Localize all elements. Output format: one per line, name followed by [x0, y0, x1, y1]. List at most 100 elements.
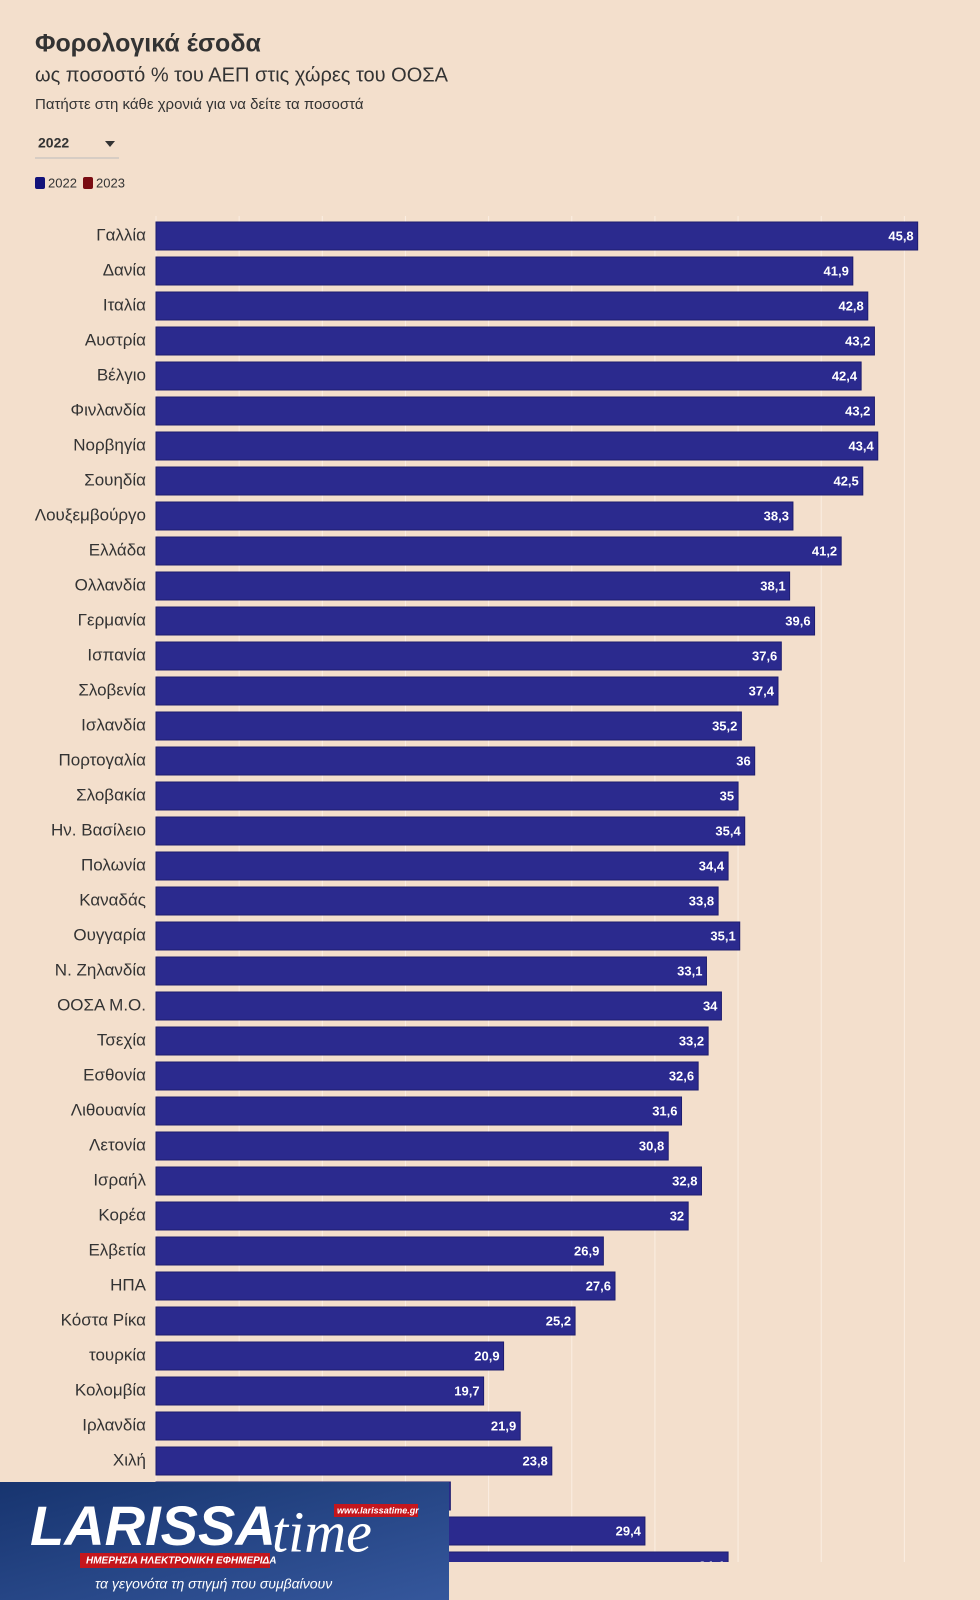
- category-label: Καναδάς: [79, 890, 146, 909]
- category-label: Γαλλία: [96, 225, 146, 244]
- category-label: Ουγγαρία: [73, 925, 146, 944]
- value-label: 32,8: [672, 1173, 697, 1188]
- category-label: Εσθονία: [83, 1065, 146, 1084]
- value-label: 33,2: [679, 1033, 704, 1048]
- category-label: Κολομβία: [75, 1380, 146, 1399]
- value-label: 39,6: [785, 613, 810, 628]
- bar: [155, 676, 779, 706]
- category-label: ΗΠΑ: [110, 1275, 147, 1294]
- value-label: 31,6: [652, 1103, 677, 1118]
- value-label: 42,8: [838, 298, 863, 313]
- bar: [155, 501, 794, 531]
- value-label: 19,7: [454, 1383, 479, 1398]
- value-label: 35,2: [712, 718, 737, 733]
- bar: [155, 1061, 699, 1091]
- bar: [155, 1131, 669, 1161]
- value-label: 27,6: [586, 1278, 611, 1293]
- value-label: 35,4: [715, 823, 741, 838]
- logo-tagline: ΗΜΕΡΗΣΙΑ ΗΛΕΚΤΡΟΝΙΚΗ ΕΦΗΜΕΡΙΔΑ: [86, 1556, 276, 1567]
- category-label: Δανία: [103, 260, 146, 279]
- value-label: 34,4: [699, 858, 725, 873]
- dropdown-value[interactable]: 2022: [38, 135, 69, 151]
- category-label: Χιλή: [113, 1450, 146, 1469]
- bar: [155, 1341, 505, 1371]
- bar: [155, 711, 742, 741]
- bar: [155, 1271, 616, 1301]
- instruction: Πατήστε στη κάθε χρονιά για να δείτε τα …: [35, 96, 364, 113]
- logo: LARISSA time www.larissatime.gr ΗΜΕΡΗΣΙΑ…: [0, 1482, 449, 1600]
- category-label: Αυστρία: [85, 330, 146, 349]
- bar: [155, 256, 854, 286]
- value-label: 36: [736, 753, 750, 768]
- value-label: 25,2: [546, 1313, 571, 1328]
- value-label: 33,1: [677, 963, 702, 978]
- value-label: 32,6: [669, 1068, 694, 1083]
- value-label: 43,2: [845, 403, 870, 418]
- category-label: Σλοβακία: [76, 785, 146, 804]
- category-label: Ελβετία: [88, 1240, 146, 1259]
- bar: [155, 536, 842, 566]
- logo-url: www.larissatime.gr: [337, 1505, 419, 1515]
- value-label: 30,8: [639, 1138, 664, 1153]
- bar: [155, 361, 862, 391]
- category-label: Λουξεμβούργο: [35, 505, 146, 524]
- category-label: Βέλγιο: [97, 365, 146, 384]
- year-dropdown[interactable]: 2022: [35, 135, 119, 159]
- category-label: τουρκία: [89, 1345, 146, 1364]
- tagline-bg: [80, 1553, 270, 1568]
- bar: [155, 1306, 576, 1336]
- value-label: 34: [703, 998, 718, 1013]
- category-label: Φινλανδία: [71, 400, 147, 419]
- category-label: Κορέα: [98, 1205, 146, 1224]
- legend-label: 2022: [48, 175, 77, 190]
- value-label: 38,3: [764, 508, 789, 523]
- bar: [155, 746, 756, 776]
- logo-motto: τα γεγονότα τη στιγμή που συμβαίνουν: [95, 1576, 332, 1592]
- category-label: Κόστα Ρίκα: [61, 1310, 147, 1329]
- value-label: 34,4: [699, 1558, 725, 1573]
- category-label: Γερμανία: [78, 610, 147, 629]
- bar: [155, 466, 864, 496]
- category-label: Λετονία: [89, 1135, 146, 1154]
- category-label: ΟΟΣΑ Μ.Ο.: [57, 995, 146, 1014]
- bar: [155, 1411, 521, 1441]
- value-label: 41,2: [812, 543, 837, 558]
- bar: [155, 1201, 689, 1231]
- logo-background: [0, 1482, 449, 1600]
- dropdown-arrow[interactable]: [105, 141, 115, 147]
- category-label: Νορβηγία: [73, 435, 146, 454]
- category-label: Τσεχία: [97, 1030, 146, 1049]
- value-label: 38,1: [760, 578, 785, 593]
- bar: [155, 956, 707, 986]
- bar: [155, 396, 875, 426]
- plot: Γαλλία 45,8 Δανία 41,9 Ιταλία 42,8 Αυστρία 43,2…: [35, 216, 919, 1573]
- bar: [155, 991, 722, 1021]
- bar: [155, 1096, 683, 1126]
- bar: [155, 326, 875, 356]
- chart-title: Φορολογικά έσοδα: [35, 30, 261, 58]
- bar: [155, 1376, 485, 1406]
- value-label: 21,9: [491, 1418, 516, 1433]
- category-label: Ισπανία: [87, 645, 146, 664]
- value-label: 37,4: [749, 683, 775, 698]
- legend-label: 2023: [96, 175, 125, 190]
- bar: [155, 291, 869, 321]
- category-label: Ελλάδα: [89, 540, 146, 559]
- legend-swatch: [35, 177, 45, 189]
- value-label: 35: [720, 788, 734, 803]
- bar: [155, 1026, 709, 1056]
- value-label: 26,9: [574, 1243, 599, 1258]
- category-label: Ισλανδία: [81, 715, 146, 734]
- bar: [155, 886, 719, 916]
- value-label: 37,6: [752, 648, 777, 663]
- legend-swatch: [83, 177, 93, 189]
- value-label: 32: [670, 1208, 684, 1223]
- value-label: 41,9: [824, 263, 849, 278]
- category-label: Ολλανδία: [75, 575, 147, 594]
- value-label: 35,1: [710, 928, 735, 943]
- value-label: 20,9: [474, 1348, 499, 1363]
- value-label: 43,2: [845, 333, 870, 348]
- category-label: Πολωνία: [81, 855, 146, 874]
- category-label: Σλοβενία: [78, 680, 146, 699]
